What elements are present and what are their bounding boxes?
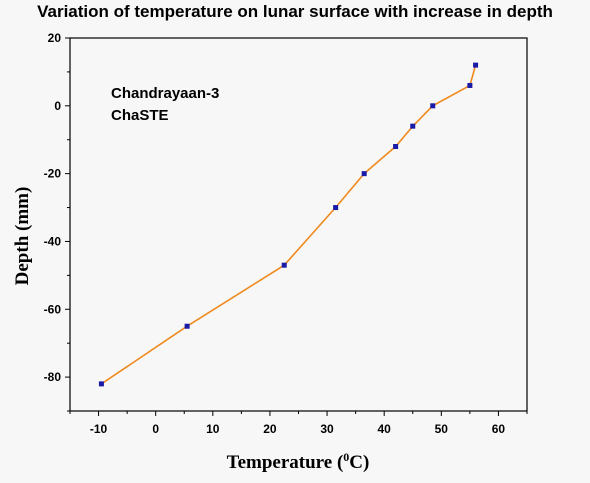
x-tick-label: 60 (492, 422, 506, 436)
x-tick-label: 50 (435, 422, 449, 436)
y-tick-label: -40 (44, 234, 62, 248)
x-tick-label: -10 (90, 422, 108, 436)
data-point-marker (361, 171, 367, 177)
chart-title: Variation of temperature on lunar surfac… (37, 2, 553, 21)
annotation-instrument: ChaSTE (111, 107, 169, 124)
x-tick-label: 20 (263, 422, 277, 436)
y-tick-label: -60 (44, 302, 62, 316)
annotation-mission: Chandrayaan-3 (111, 85, 219, 102)
data-point-marker (430, 103, 436, 109)
series-markers (98, 62, 479, 387)
x-tick-label: 30 (320, 422, 334, 436)
y-tick-label: 20 (48, 31, 62, 45)
data-point-marker (184, 323, 190, 329)
y-tick-label: -20 (44, 167, 62, 181)
series-line (100, 64, 477, 385)
y-axis: 20 0 -20 -40 -60 -80 (44, 31, 70, 412)
x-axis-label: Temperature (0C) (227, 450, 370, 473)
x-tick-label: 0 (152, 422, 159, 436)
data-point-marker (467, 82, 473, 88)
data-point-marker (473, 62, 479, 68)
data-point-marker (410, 123, 416, 129)
data-point-marker (281, 262, 287, 268)
y-axis-label: Depth (mm) (12, 187, 33, 286)
data-point-marker (98, 381, 104, 387)
data-point-marker (333, 205, 339, 211)
x-tick-label: 10 (206, 422, 220, 436)
data-point-marker (393, 144, 399, 150)
y-tick-label: -80 (44, 370, 62, 384)
x-tick-label: 40 (378, 422, 392, 436)
x-axis: -10 0 10 20 30 40 50 60 (69, 411, 528, 436)
y-tick-label: 0 (54, 99, 61, 113)
